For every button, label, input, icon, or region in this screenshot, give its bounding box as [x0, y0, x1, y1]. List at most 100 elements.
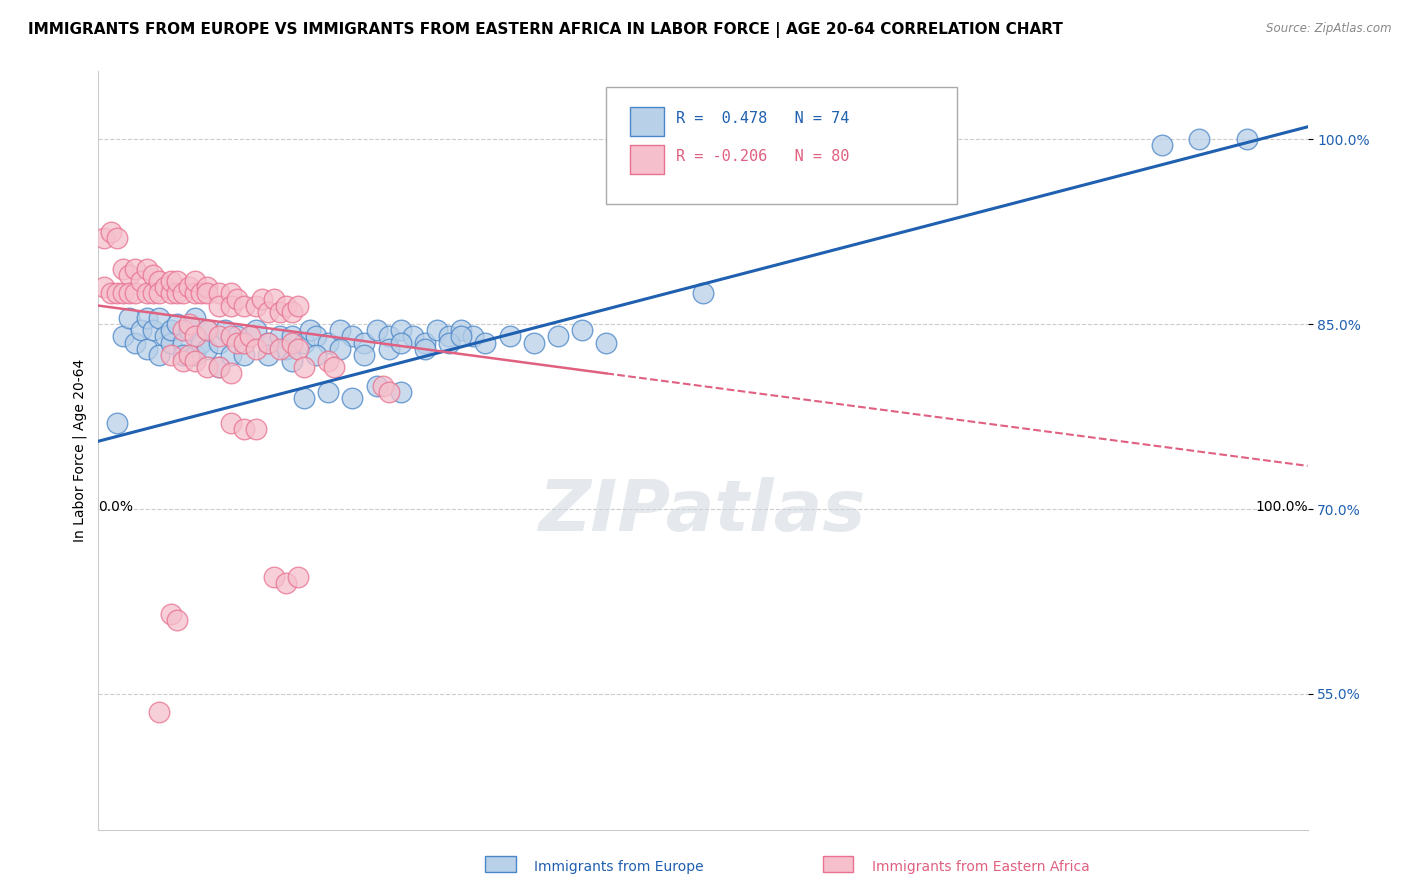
- Point: [281, 305, 304, 319]
- Point: [195, 280, 218, 294]
- Point: [195, 342, 218, 356]
- Point: [195, 323, 218, 337]
- Point: [208, 360, 231, 375]
- Point: [263, 570, 285, 584]
- Point: [1236, 132, 1258, 146]
- Point: [160, 323, 183, 337]
- Point: [142, 286, 165, 301]
- Point: [413, 342, 436, 356]
- Point: [142, 268, 165, 282]
- Point: [172, 354, 194, 368]
- Point: [523, 335, 546, 350]
- Point: [232, 335, 254, 350]
- Point: [292, 335, 315, 350]
- Point: [160, 274, 183, 288]
- Point: [148, 310, 170, 325]
- Point: [316, 384, 339, 399]
- Point: [263, 293, 285, 307]
- Point: [148, 348, 170, 362]
- Point: [195, 360, 218, 375]
- Point: [256, 335, 278, 350]
- Point: [498, 329, 520, 343]
- Point: [281, 329, 304, 343]
- Point: [129, 274, 152, 288]
- Point: [195, 286, 218, 301]
- Point: [250, 293, 273, 307]
- Point: [269, 342, 291, 356]
- Point: [245, 299, 267, 313]
- Point: [245, 323, 267, 337]
- Point: [547, 329, 569, 343]
- Point: [329, 342, 352, 356]
- Point: [166, 286, 188, 301]
- Point: [287, 342, 309, 356]
- Text: Source: ZipAtlas.com: Source: ZipAtlas.com: [1267, 22, 1392, 36]
- Point: [93, 231, 115, 245]
- Point: [232, 348, 254, 362]
- Point: [377, 384, 399, 399]
- Point: [437, 329, 460, 343]
- Text: 0.0%: 0.0%: [98, 500, 134, 514]
- Point: [274, 299, 297, 313]
- Point: [208, 286, 231, 301]
- Point: [232, 299, 254, 313]
- Point: [179, 348, 201, 362]
- Point: [287, 570, 309, 584]
- Point: [124, 261, 146, 276]
- Point: [323, 360, 346, 375]
- Point: [329, 323, 352, 337]
- Point: [256, 335, 278, 350]
- Point: [184, 286, 207, 301]
- Point: [105, 416, 128, 430]
- Point: [274, 576, 297, 591]
- Point: [450, 329, 472, 343]
- Point: [692, 286, 714, 301]
- Point: [371, 378, 394, 392]
- Point: [160, 286, 183, 301]
- Point: [437, 335, 460, 350]
- Text: 100.0%: 100.0%: [1256, 500, 1308, 514]
- Point: [292, 360, 315, 375]
- Point: [426, 323, 449, 337]
- Text: R =  0.478   N = 74: R = 0.478 N = 74: [676, 111, 849, 126]
- Point: [366, 378, 388, 392]
- Point: [316, 354, 339, 368]
- Point: [245, 422, 267, 436]
- Point: [184, 348, 207, 362]
- Point: [148, 274, 170, 288]
- Point: [316, 335, 339, 350]
- Point: [305, 329, 328, 343]
- Point: [377, 329, 399, 343]
- Point: [305, 348, 328, 362]
- Text: ZIPatlas: ZIPatlas: [540, 476, 866, 546]
- Point: [450, 323, 472, 337]
- Point: [389, 384, 412, 399]
- Point: [118, 310, 141, 325]
- Point: [118, 268, 141, 282]
- Point: [281, 354, 304, 368]
- Point: [208, 360, 231, 375]
- Point: [124, 286, 146, 301]
- Point: [281, 335, 304, 350]
- Point: [100, 286, 122, 301]
- Text: IMMIGRANTS FROM EUROPE VS IMMIGRANTS FROM EASTERN AFRICA IN LABOR FORCE | AGE 20: IMMIGRANTS FROM EUROPE VS IMMIGRANTS FRO…: [28, 22, 1063, 38]
- Point: [135, 310, 157, 325]
- Point: [148, 286, 170, 301]
- Point: [413, 335, 436, 350]
- Point: [571, 323, 593, 337]
- Point: [105, 286, 128, 301]
- Point: [353, 335, 375, 350]
- Point: [1152, 138, 1174, 153]
- Point: [232, 335, 254, 350]
- Point: [160, 335, 183, 350]
- Point: [226, 335, 249, 350]
- Point: [1188, 132, 1211, 146]
- FancyBboxPatch shape: [630, 145, 664, 174]
- Point: [135, 286, 157, 301]
- Point: [287, 299, 309, 313]
- Point: [184, 354, 207, 368]
- Point: [160, 607, 183, 621]
- Point: [160, 348, 183, 362]
- Point: [208, 329, 231, 343]
- Point: [172, 323, 194, 337]
